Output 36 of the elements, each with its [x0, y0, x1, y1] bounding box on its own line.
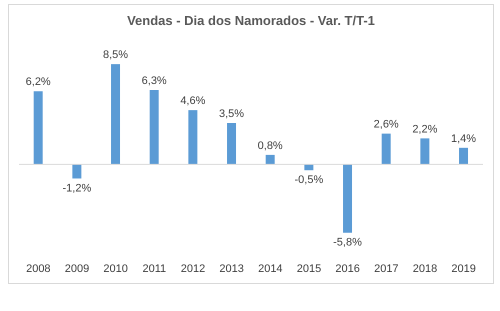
data-label: 0,8% — [258, 140, 283, 152]
bar — [266, 154, 275, 164]
data-label: -5,8% — [333, 236, 362, 249]
bar — [343, 164, 352, 233]
chart-title: Vendas - Dia dos Namorados - Var. T/T-1 — [126, 13, 376, 28]
bar — [150, 90, 159, 164]
bar — [227, 123, 236, 164]
bar — [459, 148, 468, 164]
bar — [111, 64, 120, 164]
bar — [382, 134, 391, 164]
data-label: 2,6% — [374, 118, 399, 131]
data-label: 8,5% — [102, 49, 128, 62]
x-tick-label: 2009 — [64, 262, 90, 275]
x-tick-label: 2014 — [258, 262, 283, 275]
data-label: 4,6% — [180, 95, 206, 108]
x-tick-label: 2019 — [451, 262, 476, 275]
bar — [34, 91, 43, 164]
data-label: 1,4% — [450, 132, 476, 145]
data-label: 2,2% — [412, 123, 438, 136]
x-tick-label: 2008 — [26, 262, 51, 275]
x-tick-label: 2018 — [412, 262, 438, 275]
x-tick-label: 2016 — [335, 262, 360, 275]
data-label: 3,5% — [218, 108, 244, 120]
data-label: -0,5% — [294, 174, 324, 186]
bar — [188, 110, 198, 164]
data-label: 6,2% — [26, 76, 51, 88]
x-tick-label: 2011 — [142, 262, 166, 275]
x-tick-label: 2017 — [374, 262, 399, 275]
bar — [72, 164, 82, 178]
data-label: 6,3% — [142, 75, 167, 88]
x-tick-label: 2015 — [296, 262, 322, 275]
x-tick-label: 2010 — [103, 262, 128, 275]
bar — [420, 138, 430, 164]
x-tick-label: 2012 — [180, 262, 206, 275]
data-label: -1,2% — [62, 182, 92, 194]
x-tick-label: 2013 — [219, 262, 244, 275]
